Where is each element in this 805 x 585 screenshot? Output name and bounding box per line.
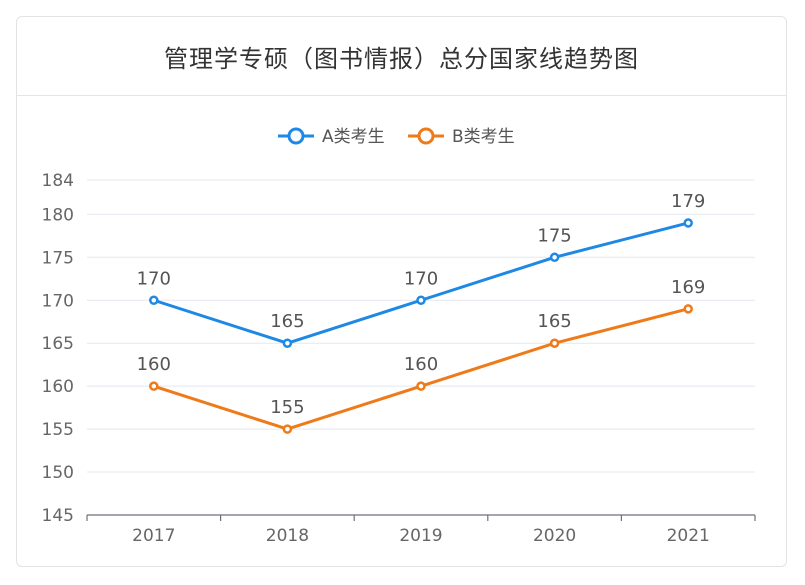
y-tick-label: 180 — [42, 205, 74, 225]
y-tick-label: 170 — [42, 291, 74, 311]
y-tick-label: 155 — [42, 420, 74, 440]
data-point — [149, 381, 159, 391]
grid-lines — [87, 179, 755, 473]
data-point — [149, 295, 159, 306]
series-1: 170 165 170 175 179 — [137, 191, 705, 348]
data-point — [683, 218, 693, 228]
data-label: 160 — [137, 354, 171, 375]
legend: A类考生 B类考生 — [278, 127, 515, 147]
legend-marker — [287, 127, 305, 145]
data-point — [549, 338, 560, 348]
data-point — [416, 295, 426, 306]
data-point — [282, 424, 293, 434]
data-label: 175 — [537, 225, 571, 246]
y-axis: 145 150 155 160 165 170 175 180 184 — [42, 171, 74, 526]
x-tick-label: 2017 — [132, 526, 175, 546]
y-tick-label: 175 — [42, 248, 74, 268]
chart-title: 管理学专硕（图书情报）总分国家线趋势图 — [164, 44, 639, 73]
chart-header: 管理学专硕（图书情报）总分国家线趋势图 — [17, 17, 786, 96]
legend-label: B类考生 — [452, 127, 515, 147]
data-label: 179 — [671, 191, 705, 212]
y-tick-label: 160 — [42, 377, 74, 397]
legend-item: B类考生 — [408, 127, 515, 147]
y-tick-label: 145 — [42, 506, 74, 526]
y-tick-label: 165 — [42, 334, 74, 354]
series-2: 160 155 160 165 169 — [137, 277, 705, 434]
legend-label: A类考生 — [322, 127, 385, 147]
y-tick-label: 150 — [42, 463, 74, 483]
data-label: 160 — [404, 354, 438, 375]
data-label: 165 — [537, 311, 571, 332]
x-tick-label: 2021 — [667, 526, 710, 546]
data-label: 169 — [671, 277, 705, 298]
legend-item: A类考生 — [278, 127, 385, 147]
data-point — [282, 338, 293, 348]
data-label: 170 — [137, 268, 171, 289]
legend-marker — [417, 127, 435, 145]
data-point — [416, 381, 426, 391]
data-label: 155 — [270, 397, 304, 418]
data-point — [683, 304, 693, 314]
data-point — [549, 252, 560, 263]
x-tick-label: 2020 — [533, 526, 576, 546]
x-tick-label: 2018 — [266, 526, 309, 546]
y-tick-label: 184 — [42, 171, 74, 191]
x-axis: 2017 2018 2019 2020 2021 — [86, 514, 756, 546]
chart-card: 管理学专硕（图书情报）总分国家线趋势图 — [16, 16, 787, 567]
x-tick-label: 2019 — [399, 526, 442, 546]
data-label: 170 — [404, 268, 438, 289]
data-label: 165 — [270, 311, 304, 332]
